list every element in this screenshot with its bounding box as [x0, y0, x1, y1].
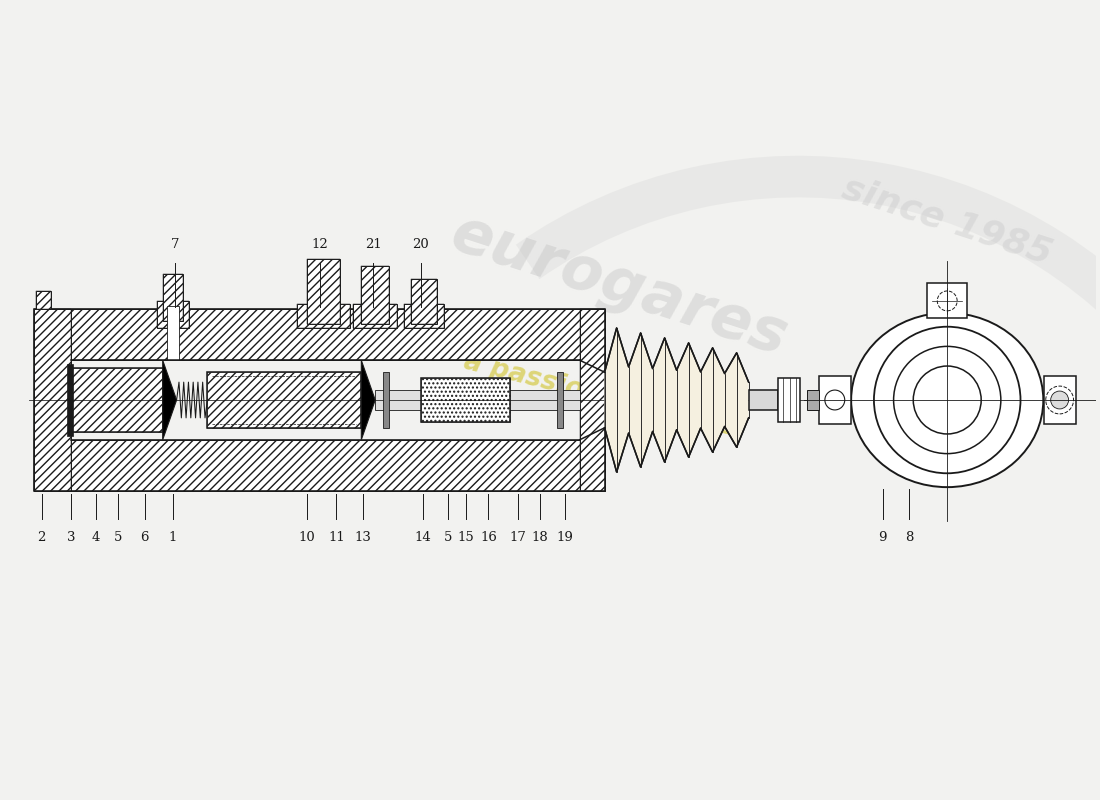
- Text: eurogares: eurogares: [444, 204, 795, 368]
- Text: 19: 19: [557, 531, 573, 544]
- Text: 9: 9: [879, 531, 887, 544]
- Circle shape: [1050, 391, 1068, 409]
- Text: 5: 5: [113, 531, 122, 544]
- Text: 4: 4: [92, 531, 100, 544]
- Bar: [34, 309, 72, 491]
- Text: 10: 10: [298, 531, 315, 544]
- Circle shape: [913, 366, 981, 434]
- Polygon shape: [163, 360, 177, 440]
- Bar: [208, 372, 361, 428]
- Bar: [1044, 376, 1076, 424]
- Bar: [208, 372, 361, 428]
- Text: 14: 14: [415, 531, 431, 544]
- Bar: [580, 309, 605, 491]
- Text: 3: 3: [67, 531, 76, 544]
- Bar: [411, 279, 437, 323]
- Bar: [404, 304, 443, 329]
- Polygon shape: [361, 360, 375, 440]
- Bar: [404, 304, 443, 329]
- Circle shape: [937, 291, 957, 311]
- Bar: [361, 266, 389, 323]
- Bar: [307, 259, 341, 323]
- Circle shape: [893, 346, 1001, 454]
- Text: 2: 2: [37, 531, 46, 544]
- Text: 11: 11: [328, 531, 345, 544]
- Bar: [34, 309, 605, 360]
- Bar: [35, 290, 52, 309]
- Bar: [557, 372, 563, 428]
- Bar: [749, 390, 779, 410]
- Text: a passion for parts: a passion for parts: [461, 349, 738, 442]
- Bar: [167, 306, 178, 360]
- Circle shape: [825, 390, 845, 410]
- Bar: [157, 301, 188, 329]
- Bar: [34, 440, 605, 491]
- Text: 5: 5: [443, 531, 452, 544]
- Bar: [361, 266, 389, 323]
- Bar: [383, 372, 389, 428]
- Bar: [34, 440, 605, 491]
- Bar: [72, 368, 163, 432]
- Text: 12: 12: [311, 238, 328, 251]
- Bar: [807, 390, 818, 410]
- Bar: [297, 304, 351, 329]
- Bar: [927, 283, 967, 318]
- Bar: [35, 290, 52, 309]
- Bar: [421, 378, 510, 422]
- Bar: [163, 274, 183, 321]
- Bar: [34, 309, 72, 491]
- Text: 8: 8: [905, 531, 914, 544]
- Text: 7: 7: [170, 238, 179, 251]
- Bar: [411, 279, 437, 323]
- Bar: [421, 378, 510, 422]
- Bar: [297, 304, 351, 329]
- Bar: [353, 304, 397, 329]
- Text: 13: 13: [355, 531, 372, 544]
- Bar: [580, 309, 605, 491]
- Text: 20: 20: [412, 238, 429, 251]
- Text: since 1985: since 1985: [838, 171, 1056, 271]
- Bar: [163, 274, 183, 321]
- Text: 18: 18: [531, 531, 549, 544]
- Polygon shape: [605, 328, 749, 472]
- Bar: [157, 301, 188, 329]
- Bar: [307, 259, 341, 323]
- Text: 1: 1: [168, 531, 177, 544]
- Bar: [779, 378, 800, 422]
- Bar: [72, 368, 163, 432]
- Bar: [375, 390, 580, 410]
- Bar: [67, 364, 74, 436]
- Text: 6: 6: [141, 531, 150, 544]
- Text: 21: 21: [365, 238, 382, 251]
- Bar: [34, 309, 605, 491]
- Bar: [818, 376, 850, 424]
- Text: 17: 17: [509, 531, 527, 544]
- Text: 16: 16: [480, 531, 497, 544]
- Bar: [34, 309, 605, 360]
- Circle shape: [1046, 386, 1074, 414]
- Bar: [353, 304, 397, 329]
- Circle shape: [873, 326, 1021, 474]
- Text: 15: 15: [458, 531, 474, 544]
- Ellipse shape: [851, 313, 1043, 487]
